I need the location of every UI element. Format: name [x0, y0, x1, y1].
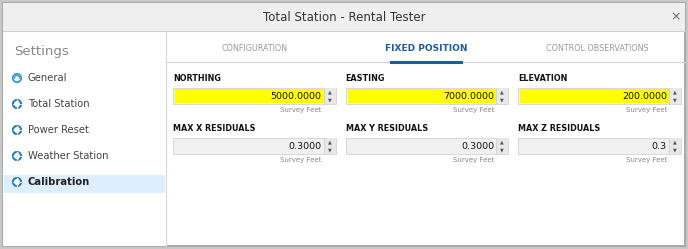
Text: ▲: ▲ [327, 139, 332, 144]
Text: 7000.0000: 7000.0000 [443, 91, 495, 101]
Circle shape [13, 178, 21, 186]
Circle shape [13, 152, 21, 160]
Polygon shape [13, 178, 21, 186]
Text: Survey Feet: Survey Feet [453, 157, 495, 163]
Text: Settings: Settings [14, 45, 69, 58]
FancyBboxPatch shape [3, 31, 166, 246]
Text: Total Station - Rental Tester: Total Station - Rental Tester [263, 10, 425, 23]
Text: ▼: ▼ [673, 147, 677, 152]
FancyBboxPatch shape [345, 88, 508, 104]
Text: Survey Feet: Survey Feet [625, 107, 667, 113]
FancyBboxPatch shape [3, 3, 685, 31]
Polygon shape [13, 152, 21, 160]
Text: ▲: ▲ [673, 139, 677, 144]
Text: ▼: ▼ [673, 98, 677, 103]
FancyBboxPatch shape [345, 138, 508, 154]
Text: 200.0000: 200.0000 [622, 91, 667, 101]
Text: FIXED POSITION: FIXED POSITION [385, 44, 467, 53]
FancyBboxPatch shape [4, 175, 165, 193]
Text: Survey Feet: Survey Feet [280, 107, 322, 113]
FancyBboxPatch shape [3, 3, 685, 246]
FancyBboxPatch shape [518, 88, 681, 104]
Text: 5000.0000: 5000.0000 [270, 91, 322, 101]
Text: NORTHING: NORTHING [173, 73, 221, 82]
FancyBboxPatch shape [323, 88, 336, 104]
Text: 0.3000: 0.3000 [288, 141, 322, 150]
Circle shape [14, 180, 19, 184]
Text: CONFIGURATION: CONFIGURATION [222, 44, 288, 53]
FancyBboxPatch shape [669, 88, 681, 104]
Text: ▼: ▼ [500, 147, 504, 152]
Polygon shape [13, 100, 21, 108]
Text: Weather Station: Weather Station [28, 151, 109, 161]
Text: EASTING: EASTING [345, 73, 385, 82]
Text: 0.3000: 0.3000 [461, 141, 495, 150]
Circle shape [14, 128, 19, 132]
Text: ▲: ▲ [327, 89, 332, 95]
FancyBboxPatch shape [496, 138, 508, 154]
FancyBboxPatch shape [669, 138, 681, 154]
Polygon shape [13, 126, 21, 134]
FancyBboxPatch shape [323, 138, 336, 154]
Circle shape [13, 126, 21, 134]
Text: CONTROL OBSERVATIONS: CONTROL OBSERVATIONS [546, 44, 648, 53]
Text: General: General [28, 73, 67, 83]
FancyBboxPatch shape [173, 138, 336, 154]
Text: MAX Y RESIDUALS: MAX Y RESIDUALS [345, 124, 428, 132]
FancyBboxPatch shape [173, 88, 336, 104]
Text: 0.3: 0.3 [652, 141, 667, 150]
Text: ▼: ▼ [500, 98, 504, 103]
Text: Total Station: Total Station [28, 99, 89, 109]
Text: ▲: ▲ [500, 139, 504, 144]
FancyBboxPatch shape [175, 89, 323, 103]
Text: ▼: ▼ [327, 147, 332, 152]
Circle shape [14, 102, 19, 106]
Circle shape [13, 100, 21, 108]
Text: MAX X RESIDUALS: MAX X RESIDUALS [173, 124, 255, 132]
Text: ELEVATION: ELEVATION [518, 73, 568, 82]
Text: Survey Feet: Survey Feet [625, 157, 667, 163]
FancyBboxPatch shape [518, 138, 681, 154]
Text: ×: × [671, 10, 681, 23]
Text: Calibration: Calibration [28, 177, 90, 187]
FancyBboxPatch shape [520, 89, 669, 103]
FancyBboxPatch shape [347, 89, 496, 103]
Text: MAX Z RESIDUALS: MAX Z RESIDUALS [518, 124, 601, 132]
Text: ▲: ▲ [673, 89, 677, 95]
FancyBboxPatch shape [496, 88, 508, 104]
Circle shape [14, 154, 19, 158]
Text: Survey Feet: Survey Feet [453, 107, 495, 113]
Text: ▼: ▼ [327, 98, 332, 103]
Text: Power Reset: Power Reset [28, 125, 89, 135]
Text: ▲: ▲ [500, 89, 504, 95]
Text: Survey Feet: Survey Feet [280, 157, 322, 163]
